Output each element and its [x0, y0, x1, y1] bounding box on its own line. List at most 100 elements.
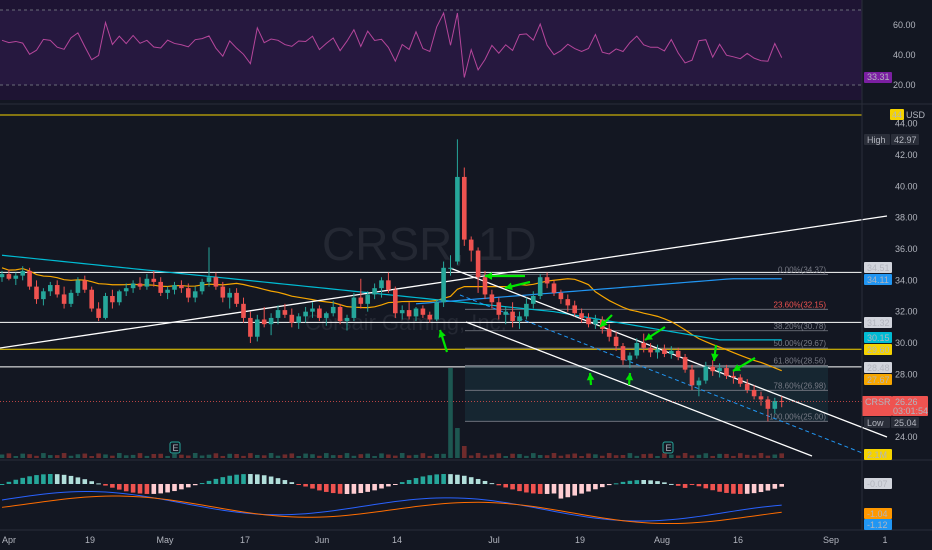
macd-badge: [864, 508, 892, 519]
volume-bar: [406, 455, 412, 458]
price-tick-label: 44.00: [895, 119, 918, 129]
descending-channel-upper: [449, 267, 888, 438]
price-badge: [864, 362, 892, 373]
green-arrow-head: [645, 332, 653, 340]
macd-histogram-bar: [565, 484, 571, 498]
macd-histogram-bar: [144, 484, 150, 494]
candle-body: [627, 355, 633, 361]
volume-bar: [172, 453, 177, 458]
volume-bar: [344, 453, 350, 458]
price-badge-label: 44: [892, 110, 902, 120]
candle-body: [524, 303, 529, 317]
volume-bar: [130, 454, 136, 458]
macd-histogram-bar: [606, 484, 612, 486]
volume-bar: [34, 455, 39, 458]
price-badge: [864, 344, 892, 355]
volume-bar: [731, 455, 736, 458]
green-arrow-head: [586, 373, 595, 381]
volume-bar: [282, 454, 288, 458]
candle-body: [165, 289, 170, 293]
candle-body: [324, 313, 329, 318]
macd-histogram-bar: [655, 481, 660, 484]
candle-body: [344, 317, 350, 322]
earnings-marker: [662, 441, 674, 454]
volume-bar: [572, 453, 577, 458]
candle-body: [462, 176, 467, 240]
macd-histogram-bar: [724, 484, 729, 493]
candle-body: [675, 350, 681, 358]
candle-body: [710, 366, 715, 372]
price-tick-label: 24.00: [895, 432, 918, 442]
volume-bar: [427, 455, 433, 458]
candle-body: [386, 280, 391, 290]
macd-signal-line: [1, 495, 782, 525]
candle-body: [20, 270, 25, 276]
countdown-label: 03:01:54: [893, 406, 928, 416]
candle-body: [510, 311, 515, 322]
descending-channel-mid: [459, 294, 871, 457]
macd-histogram-bar: [158, 484, 163, 494]
green-arrow: [586, 372, 595, 386]
candle-body: [731, 375, 736, 378]
volume-bar: [565, 454, 571, 458]
volume-bar: [703, 453, 709, 458]
green-arrow-head: [625, 373, 634, 381]
price-badge-label: 27.67: [867, 375, 890, 385]
price-tick-label: 28.00: [895, 369, 918, 379]
price-tick-label: 40.00: [895, 181, 918, 191]
macd-histogram-bar: [206, 480, 212, 484]
macd-histogram-bar: [324, 484, 329, 492]
macd-histogram-bar: [641, 480, 646, 484]
candle-body: [179, 285, 184, 289]
price-badge-label: 29.60: [867, 345, 890, 355]
macd-histogram-bar: [517, 484, 522, 492]
candle-body: [703, 366, 709, 381]
macd-badge: [864, 519, 892, 530]
candle-body: [406, 310, 412, 317]
green-arrow-head: [485, 272, 493, 280]
time-tick-label: Apr: [2, 535, 16, 545]
macd-histogram-bar: [34, 475, 39, 484]
candle-body: [765, 399, 771, 409]
candle-body: [192, 291, 198, 298]
candle-body: [669, 350, 674, 354]
candle-body: [234, 292, 239, 304]
macd-histogram-bar: [358, 484, 364, 494]
macd-histogram-bar: [68, 475, 74, 484]
macd-histogram-bar: [682, 484, 688, 488]
macd-histogram-bar: [627, 480, 633, 484]
green-arrow: [644, 326, 666, 341]
volume-bar: [68, 455, 74, 458]
candle-body: [689, 369, 695, 386]
price-badge: [864, 332, 892, 343]
price-tick-label: 34.00: [895, 275, 918, 285]
rsi-tick-label: 60.00: [893, 20, 916, 30]
macd-histogram-bar: [213, 478, 219, 484]
macd-histogram-bar: [413, 478, 419, 484]
candle-body: [482, 277, 488, 295]
candle-body: [330, 306, 336, 314]
volume-bar: [689, 455, 695, 458]
price-badge: [891, 417, 919, 428]
fib-level-label: 78.60%(26.98): [774, 381, 827, 390]
ticker-badge: [862, 396, 892, 416]
volume-bar: [606, 453, 612, 458]
green-arrow: [485, 272, 525, 280]
green-arrow-head: [600, 319, 608, 327]
volume-bar: [634, 455, 640, 458]
ma-slow-line: [415, 278, 782, 305]
macd-histogram-bar: [482, 480, 488, 484]
rsi-line: [1, 11, 783, 78]
volume-bar: [317, 455, 322, 458]
candle-body: [634, 343, 640, 356]
macd-histogram-bar: [151, 484, 157, 494]
candle-body: [503, 311, 508, 315]
macd-histogram-bar: [696, 484, 702, 487]
candle-body: [275, 310, 281, 318]
volume-bar: [455, 428, 460, 458]
candle-body: [565, 299, 571, 306]
macd-histogram-bar: [248, 474, 253, 484]
green-arrow-head: [711, 353, 719, 361]
candle-body: [282, 310, 288, 315]
